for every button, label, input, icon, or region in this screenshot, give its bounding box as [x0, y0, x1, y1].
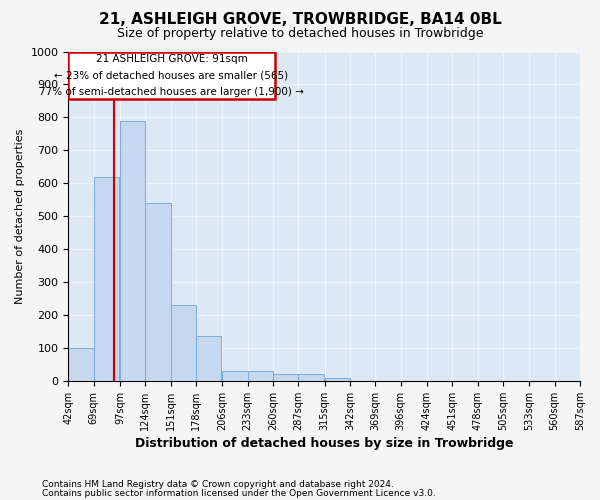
Bar	[222, 371, 248, 381]
Bar	[248, 371, 273, 381]
Bar	[298, 374, 323, 381]
Bar	[325, 378, 350, 381]
Bar	[145, 203, 170, 381]
Y-axis label: Number of detached properties: Number of detached properties	[15, 128, 25, 304]
Text: Contains HM Land Registry data © Crown copyright and database right 2024.: Contains HM Land Registry data © Crown c…	[42, 480, 394, 489]
Bar	[94, 176, 119, 381]
Bar	[273, 374, 298, 381]
Text: Contains public sector information licensed under the Open Government Licence v3: Contains public sector information licen…	[42, 489, 436, 498]
Bar	[120, 120, 145, 381]
Text: 21, ASHLEIGH GROVE, TROWBRIDGE, BA14 0BL: 21, ASHLEIGH GROVE, TROWBRIDGE, BA14 0BL	[98, 12, 502, 28]
FancyBboxPatch shape	[68, 52, 275, 100]
Text: Size of property relative to detached houses in Trowbridge: Size of property relative to detached ho…	[117, 28, 483, 40]
Bar	[68, 348, 94, 381]
Text: 21 ASHLEIGH GROVE: 91sqm
← 23% of detached houses are smaller (565)
77% of semi-: 21 ASHLEIGH GROVE: 91sqm ← 23% of detach…	[39, 54, 304, 97]
X-axis label: Distribution of detached houses by size in Trowbridge: Distribution of detached houses by size …	[135, 437, 514, 450]
Bar	[196, 336, 221, 381]
Bar	[170, 305, 196, 381]
